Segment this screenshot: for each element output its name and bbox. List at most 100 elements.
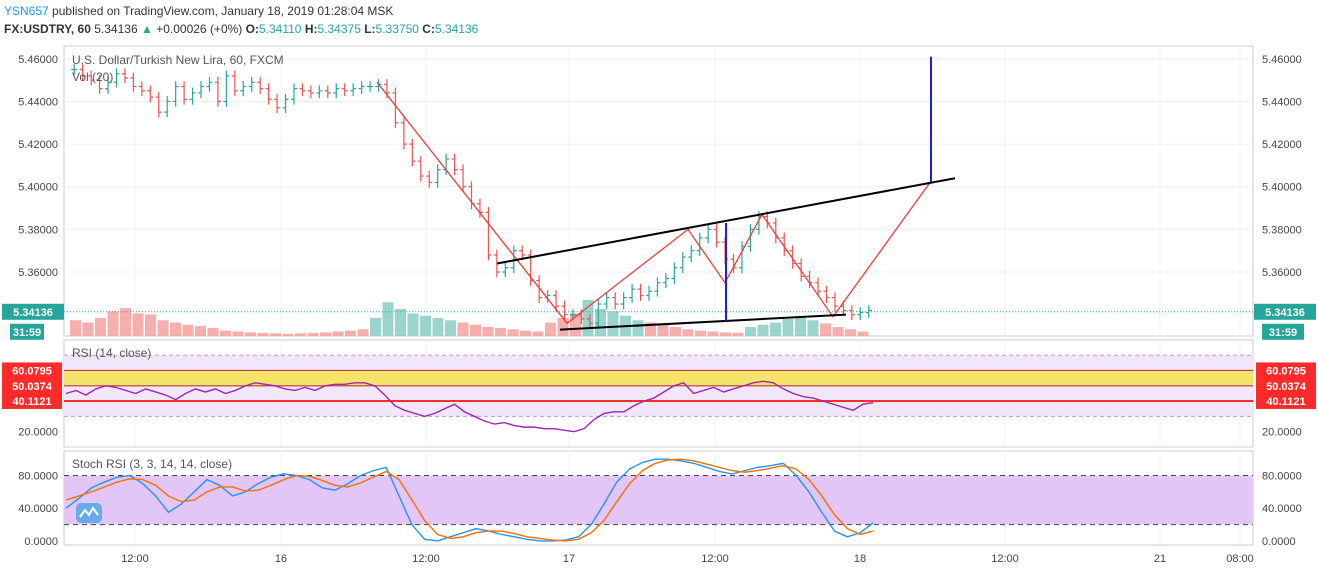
rsi-mid-badge-right: 50.0374 — [1266, 381, 1307, 393]
volume-bar — [257, 332, 269, 336]
volume-bar — [220, 330, 231, 336]
x-tick-label: 12:00 — [991, 553, 1019, 565]
volume-bar — [420, 315, 431, 336]
x-tick-label: 08:00 — [1226, 553, 1254, 565]
x-tick-label: 18 — [854, 553, 866, 565]
volume-bar — [545, 322, 556, 336]
volume-bar — [82, 322, 94, 336]
volume-bar — [170, 322, 181, 336]
volume-bar — [582, 300, 594, 336]
volume-bar — [795, 318, 806, 336]
publish-info: published on TradingView.com, January 18… — [52, 4, 394, 18]
volume-bar — [495, 327, 506, 336]
rsi-mid-badge-right-bg — [1256, 377, 1316, 394]
volume-bar — [320, 332, 331, 336]
author-link[interactable]: YSN657 — [4, 4, 49, 18]
y-tick-label-right: 5.38000 — [1262, 224, 1302, 236]
main-legend-title: U.S. Dollar/Turkish New Lira, 60, FXCM — [72, 53, 284, 67]
volume-bar — [245, 332, 256, 336]
close-value: 5.34136 — [434, 22, 479, 36]
stoch-tick-right: 80.0000 — [1262, 471, 1302, 483]
volume-bar — [757, 324, 769, 336]
rsi-line — [65, 380, 874, 433]
rsi-tick-right: 20.0000 — [1262, 427, 1302, 439]
volume-bar — [632, 320, 644, 336]
volume-bar — [645, 322, 656, 336]
volume-bar — [807, 320, 819, 336]
x-tick-label: 17 — [563, 553, 575, 565]
stoch-d-line — [65, 458, 874, 542]
y-tick-label-left: 5.42000 — [18, 139, 58, 151]
rsi-yellow-zone — [64, 370, 1253, 386]
y-tick-label-right: 5.46000 — [1262, 54, 1302, 66]
volume-bar — [370, 318, 381, 336]
y-tick-label-right: 5.36000 — [1262, 267, 1302, 279]
rsi-mid-badge-left: 50.0374 — [12, 381, 53, 393]
volume-bar — [232, 331, 244, 336]
high-value: 5.34375 — [317, 22, 361, 36]
rsi-tick-left: 20.0000 — [18, 427, 58, 439]
y-tick-label-right: 5.40000 — [1262, 182, 1302, 194]
countdown-badge-left-bg — [10, 323, 44, 340]
publish-header: YSN657 published on TradingView.com, Jan… — [4, 4, 393, 18]
volume-bar — [407, 313, 419, 336]
price-badge-right-bg — [1254, 303, 1316, 320]
rsi-lower-badge-right: 40.1121 — [1266, 396, 1305, 408]
volume-bar — [357, 329, 369, 336]
volume-bar — [182, 324, 194, 336]
change-arrow-icon: ▲ — [140, 22, 153, 36]
stoch-tick-right: 0.0000 — [1262, 536, 1296, 548]
volume-bar — [95, 318, 106, 336]
volume-bar — [532, 331, 544, 336]
y-tick-label-right: 5.44000 — [1262, 96, 1302, 108]
rsi-lower-badge-right-bg — [1256, 392, 1316, 409]
open-value: 5.34110 — [258, 22, 302, 36]
pane-frame-1 — [63, 45, 1254, 337]
symbol-header: FX:USDTRY, 60 5.34136 ▲ +0.00026 (+0%) O… — [4, 22, 478, 36]
rsi-upper-badge-right-bg — [1256, 362, 1316, 379]
stoch-tick-left: 40.0000 — [18, 503, 58, 515]
volume-bar — [295, 333, 306, 336]
volume-bar — [157, 320, 169, 336]
volume-bar — [307, 332, 319, 336]
volume-bar — [770, 322, 781, 336]
countdown-badge-right-bg — [1262, 323, 1304, 340]
open-label: O: — [245, 22, 259, 36]
rsi-lower-badge-left-bg — [2, 392, 62, 409]
lower-trendline — [559, 313, 847, 331]
symbol-label: FX:USDTRY, 60 — [4, 22, 91, 36]
low-label: L: — [364, 22, 376, 36]
volume-bar — [595, 309, 606, 336]
rsi-upper-badge-left-bg — [2, 362, 62, 379]
x-tick-label: 12:00 — [701, 553, 729, 565]
volume-bar — [432, 318, 444, 336]
y-tick-label-left: 5.36000 — [18, 267, 58, 279]
volume-bar — [670, 327, 681, 336]
volume-bar — [107, 311, 119, 336]
countdown-badge-right: 31:59 — [1269, 327, 1297, 339]
volume-bar — [520, 330, 531, 336]
x-tick-label: 12:00 — [412, 553, 440, 565]
x-tick-label: 12:00 — [121, 553, 149, 565]
rsi-upper-badge-left: 60.0795 — [12, 365, 52, 377]
price-change: +0.00026 (+0%) — [156, 22, 243, 36]
rsi-mid-badge-left-bg — [2, 377, 62, 394]
rsi-legend: RSI (14, close) — [72, 346, 152, 360]
volume-bar — [832, 327, 844, 336]
y-tick-label-left: 5.40000 — [18, 182, 58, 194]
volume-bar — [270, 333, 281, 336]
price-badge-left: 5.34136 — [13, 307, 53, 319]
volume-bar — [345, 330, 356, 336]
volume-bar — [332, 331, 344, 336]
volume-bar — [782, 318, 794, 336]
volume-bar — [845, 329, 856, 336]
price-badge-right: 5.34136 — [1265, 307, 1305, 319]
volume-bar — [682, 329, 694, 336]
volume-bar — [207, 327, 219, 336]
stoch-band — [64, 475, 1253, 525]
tradingview-logo-mark — [79, 506, 99, 518]
volume-bar — [70, 320, 81, 336]
volume-bar — [745, 327, 756, 336]
volume-bar — [707, 331, 719, 336]
